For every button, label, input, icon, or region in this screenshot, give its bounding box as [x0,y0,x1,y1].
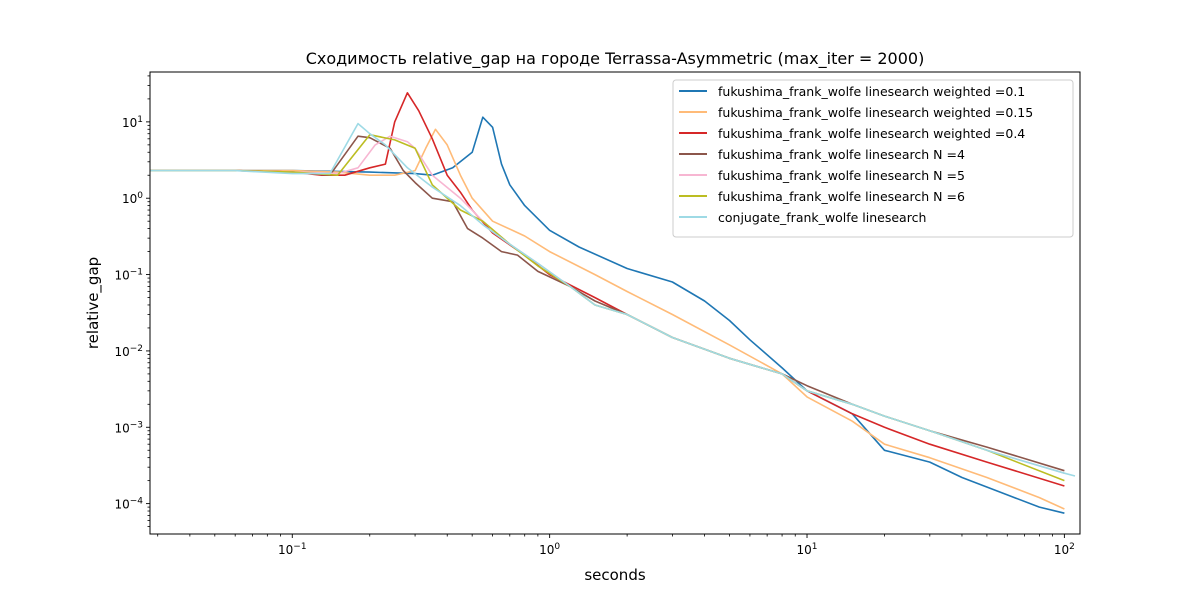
legend-label: fukushima_frank_wolfe linesearch N =6 [718,189,965,204]
series-line-2 [150,128,1065,510]
x-axis: 10−1 100 101 102 [157,534,1075,557]
legend-label: conjugate_frank_wolfe linesearch [718,210,926,225]
y-axis: 10−4 10−3 10−2 10−1 100 101 [114,75,150,528]
y-tick-label: 100 [122,191,143,206]
y-tick-label: 10−1 [114,268,143,283]
x-tick-label: 102 [1054,542,1075,557]
x-tick-label: 101 [797,542,818,557]
legend-label: fukushima_frank_wolfe linesearch weighte… [718,105,1033,120]
legend: fukushima_frank_wolfe linesearch weighte… [672,79,1074,238]
series-layer [150,92,1076,514]
plot-frame [149,71,1081,535]
legend-label: fukushima_frank_wolfe linesearch N =4 [718,147,965,162]
series-line-7 [150,122,1076,477]
legend-label: fukushima_frank_wolfe linesearch weighte… [718,126,1025,141]
y-tick-label: 10−4 [114,497,143,512]
y-tick-label: 10−2 [114,344,143,359]
legend-label: fukushima_frank_wolfe linesearch N =5 [718,168,965,183]
y-tick-label: 101 [122,115,143,130]
legend-box [672,79,1074,238]
x-tick-label: 100 [539,542,560,557]
series-line-4 [150,135,1065,472]
chart-title: Сходимость relative_gap на городе Terras… [306,49,925,69]
y-tick-label: 10−3 [114,420,143,435]
x-tick-label: 10−1 [278,542,307,557]
series-line-1 [150,116,1065,514]
y-axis-label: relative_gap [84,257,103,349]
x-axis-label: seconds [584,566,645,584]
legend-label: fukushima_frank_wolfe linesearch weighte… [718,84,1025,99]
